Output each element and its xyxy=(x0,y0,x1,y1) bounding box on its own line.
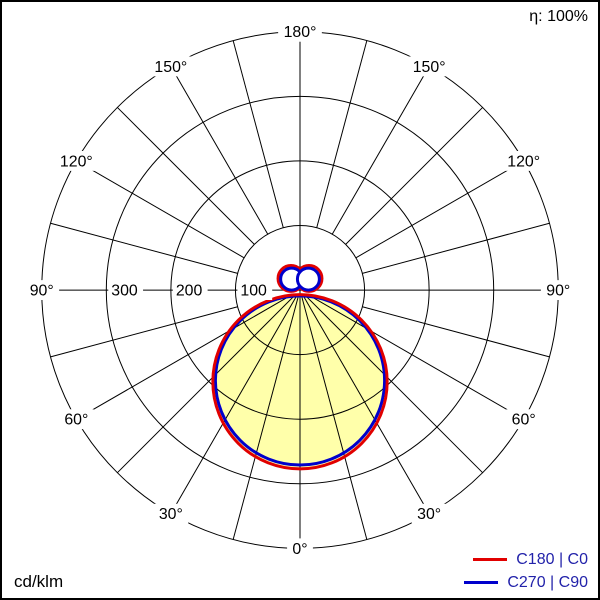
angle-label: 150° xyxy=(154,59,187,76)
efficiency-label: η: 100% xyxy=(529,8,588,25)
angle-label: 60° xyxy=(512,412,536,429)
grid-spoke-inner xyxy=(282,294,301,353)
angle-label: 180° xyxy=(284,24,317,41)
label-bg xyxy=(411,503,447,524)
grid-spoke xyxy=(117,107,255,245)
grid-spoke xyxy=(316,352,368,540)
grid-spoke xyxy=(362,306,550,358)
grid-spoke xyxy=(117,335,255,474)
label-bg xyxy=(172,280,208,300)
curve-c180-c0 xyxy=(211,293,389,471)
grid-spoke xyxy=(76,321,245,420)
angle-label: 0° xyxy=(292,541,307,558)
angle-label: 120° xyxy=(507,153,540,170)
label-bg xyxy=(506,409,542,430)
grid-spoke xyxy=(345,107,483,245)
label-bg xyxy=(108,280,144,300)
label-bg xyxy=(407,56,451,77)
radial-tick-label: 100 xyxy=(240,283,267,300)
grid-spoke xyxy=(50,222,238,274)
grid-spoke xyxy=(170,345,269,514)
angle-label: 120° xyxy=(60,153,93,170)
grid-spoke xyxy=(232,40,284,228)
grid-spoke-inner xyxy=(267,294,301,347)
grid-spoke-inner xyxy=(299,294,318,353)
label-bg xyxy=(278,21,322,42)
label-bg xyxy=(540,280,576,300)
label-bg xyxy=(149,56,193,77)
grid-spoke xyxy=(50,306,238,358)
grid-spoke xyxy=(331,345,430,514)
grid-spoke xyxy=(355,321,524,420)
radial-tick-label: 300 xyxy=(111,283,138,300)
grid-spoke xyxy=(355,160,524,259)
unit-label: cd/klm xyxy=(14,572,64,591)
legend-swatch-red-line xyxy=(473,558,508,561)
legend-item-c90: C270 | C90 xyxy=(464,571,588,594)
legend-swatch-blue-line xyxy=(464,581,499,584)
grid-spoke xyxy=(316,40,368,228)
grid-spoke xyxy=(362,222,550,274)
label-bg xyxy=(58,409,94,430)
grid-spoke xyxy=(345,335,483,474)
angle-label: 90° xyxy=(546,283,570,300)
angle-label: 60° xyxy=(64,412,88,429)
angle-label: 150° xyxy=(413,59,446,76)
grid-spoke xyxy=(232,352,284,540)
polar-grid xyxy=(41,31,559,549)
radial-tick-label: 200 xyxy=(176,283,203,300)
grid-spoke xyxy=(331,66,430,235)
grid-spoke xyxy=(76,160,245,259)
label-bg xyxy=(501,151,546,171)
label-bg xyxy=(237,280,273,300)
legend-label-c90: C270 | C90 xyxy=(507,573,588,591)
label-bg xyxy=(153,503,189,524)
intensity-curves xyxy=(211,264,389,471)
angle-label: 30° xyxy=(417,506,441,523)
axis-labels: 100 200 300 0° 30° 30° 60° 60° 90° 90° 120° 120° 150… xyxy=(24,21,576,559)
legend-label-c0: C180 | C0 xyxy=(516,550,588,568)
grid-spoke-inner xyxy=(299,294,333,347)
curve-c270-c90-upper-lobe xyxy=(295,266,321,292)
angle-label: 30° xyxy=(159,506,183,523)
label-bg xyxy=(24,280,60,300)
legend-item-c0: C180 | C0 xyxy=(464,548,588,571)
angle-label: 90° xyxy=(30,283,54,300)
grid-spoke xyxy=(170,66,269,235)
legend: C180 | C0 C270 | C90 xyxy=(464,548,588,594)
label-bg xyxy=(287,538,313,559)
label-bg xyxy=(54,151,99,171)
